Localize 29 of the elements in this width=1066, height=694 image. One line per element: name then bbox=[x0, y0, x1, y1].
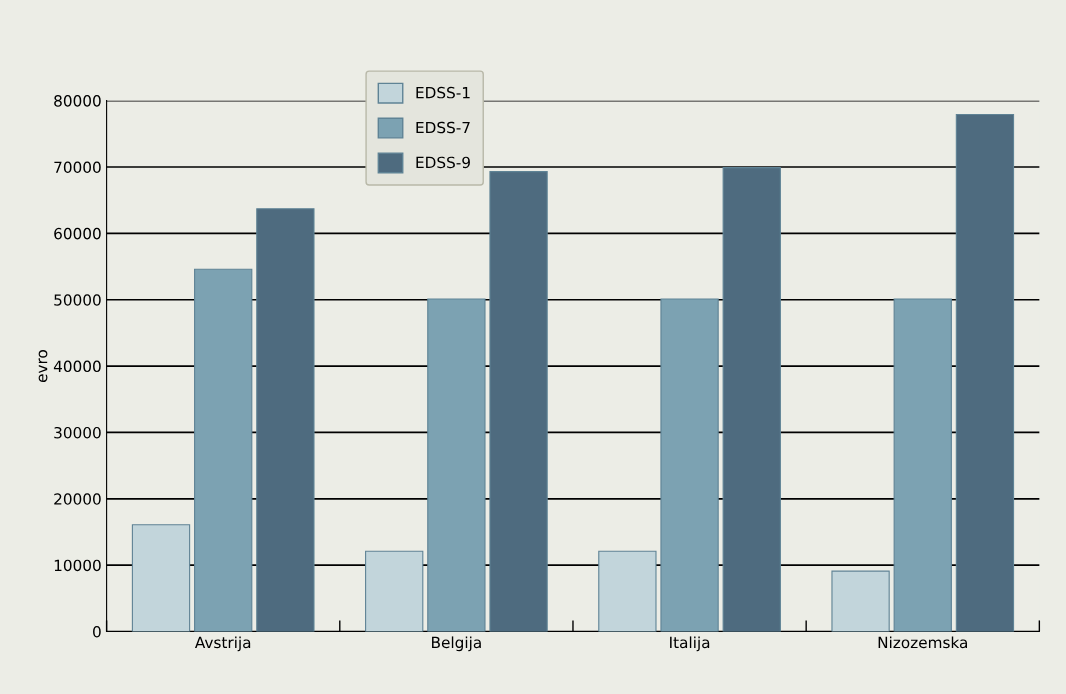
bar bbox=[831, 570, 890, 632]
bar bbox=[660, 298, 719, 632]
x-tick-label: Belgija bbox=[432, 636, 481, 652]
bar bbox=[489, 171, 548, 632]
y-tick-label: 60000 bbox=[54, 227, 101, 240]
y-tick-label: 10000 bbox=[54, 559, 101, 572]
bar bbox=[427, 298, 486, 632]
y-tick-label: 0 bbox=[93, 626, 101, 638]
x-tick-label: Nizozemska bbox=[878, 636, 967, 649]
legend-label: EDSS-9 bbox=[416, 156, 470, 169]
bar bbox=[131, 524, 191, 632]
y-tick-label: 80000 bbox=[54, 95, 101, 107]
x-tick-label: Avstrija bbox=[194, 636, 251, 652]
x-tick-label: Italija bbox=[670, 636, 710, 652]
bar bbox=[722, 167, 781, 632]
legend-label: EDSS-1 bbox=[416, 86, 470, 99]
y-tick-label: 40000 bbox=[53, 360, 101, 373]
bar bbox=[893, 298, 952, 632]
bar bbox=[365, 550, 424, 632]
bar bbox=[256, 208, 315, 632]
bar bbox=[955, 114, 1015, 632]
bar bbox=[598, 550, 657, 632]
y-tick-label: 50000 bbox=[54, 294, 101, 306]
y-tick-label: 30000 bbox=[54, 426, 101, 439]
y-axis-title: evro bbox=[38, 350, 48, 383]
bar bbox=[194, 268, 253, 632]
y-tick-label: 70000 bbox=[54, 161, 101, 174]
legend-label: EDSS-7 bbox=[416, 121, 470, 134]
y-tick-label: 20000 bbox=[54, 493, 101, 505]
